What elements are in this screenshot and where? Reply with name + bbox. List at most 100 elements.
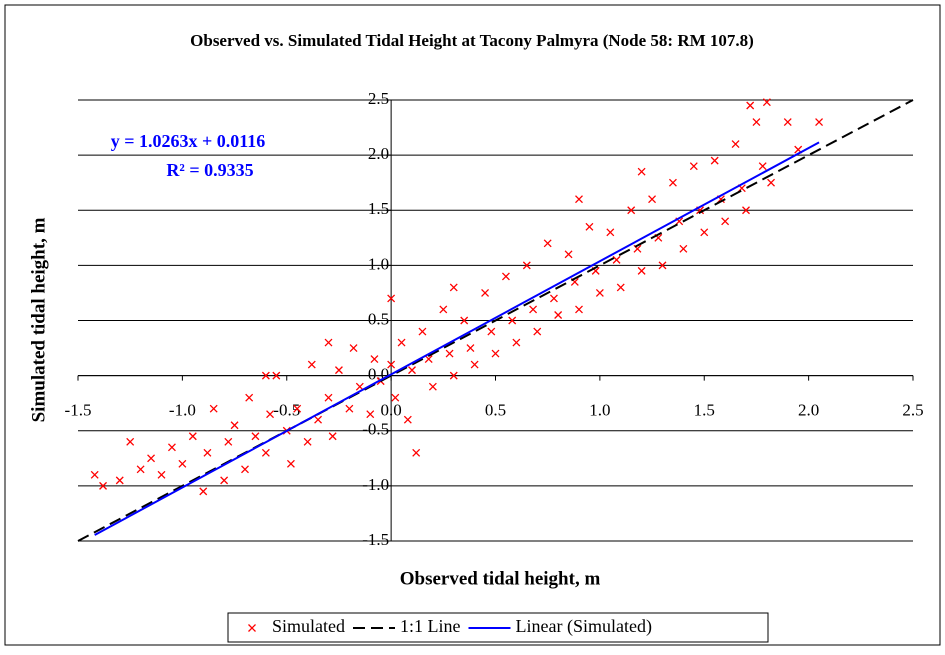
scatter-point (549, 294, 558, 303)
scatter-point (418, 327, 427, 336)
scatter-point (679, 244, 688, 253)
scatter-point (522, 261, 531, 270)
scatter-point (637, 167, 646, 176)
scatter-point (627, 206, 636, 215)
x-tick-label: -1.0 (169, 401, 196, 420)
y-tick-label: -1.0 (362, 475, 389, 494)
scatter-point (403, 415, 412, 424)
chart-frame (4, 4, 941, 646)
scatter-point (700, 228, 709, 237)
y-tick-label: 2.0 (368, 144, 389, 163)
scatter-point (230, 421, 239, 430)
scatter-point (612, 255, 621, 264)
scatter-point (387, 360, 396, 369)
legend-label: 1:1 Line (400, 616, 461, 636)
scatter-point (575, 305, 583, 314)
legend-label: Linear (Simulated) (516, 616, 652, 637)
scatter-point (328, 432, 337, 441)
scatter-point (303, 437, 312, 446)
x-tick-label: 2.0 (798, 401, 819, 420)
scatter-point (491, 349, 500, 358)
scatter-point (349, 344, 358, 353)
x-tick-label: 1.5 (694, 401, 715, 420)
equation-label: y = 1.0263x + 0.0116 (111, 131, 266, 151)
scatter-point (449, 371, 458, 380)
x-tick-label: 1.0 (589, 401, 610, 420)
scatter-point (668, 178, 677, 187)
y-tick-label: 2.5 (368, 89, 389, 108)
scatter-point (428, 382, 437, 391)
scatter-point (314, 415, 323, 424)
scatter-point (637, 266, 646, 275)
scatter-point (439, 305, 448, 314)
chart-title: Observed vs. Simulated Tidal Height at T… (190, 31, 754, 50)
scatter-point (209, 404, 218, 413)
y-tick-label: 1.0 (368, 254, 389, 273)
scatter-point (470, 360, 479, 369)
scatter-point (466, 344, 475, 353)
scatter-point (261, 371, 270, 380)
legend-label: Simulated (272, 616, 345, 636)
scatter-point (324, 393, 333, 402)
legend-symbol (248, 624, 256, 632)
scatter-point (345, 404, 354, 413)
scatter-point (115, 476, 124, 485)
scatter-point (815, 118, 824, 127)
scatter-point (241, 465, 249, 474)
scatter-point (752, 118, 761, 127)
x-tick-label: -0.5 (273, 401, 300, 420)
scatter-point (99, 481, 108, 490)
scatter-point (167, 443, 176, 452)
scatter-point (370, 355, 379, 364)
scatter-point (203, 448, 212, 457)
scatter-point (199, 487, 208, 496)
scatter-point (266, 410, 275, 419)
scatter-point (554, 311, 563, 319)
scatter-point (689, 162, 698, 171)
scatter-point (387, 294, 396, 303)
scatter-point (564, 250, 573, 259)
r-squared-label: R² = 0.9335 (166, 160, 253, 180)
scatter-point (251, 432, 260, 441)
scatter-point (575, 195, 583, 204)
y-tick-label: -0.5 (362, 420, 389, 439)
scatter-point (758, 162, 767, 171)
scatter-point (648, 195, 657, 204)
scatter-point (412, 448, 421, 457)
scatter-point (90, 470, 99, 479)
y-tick-label: 1.5 (368, 199, 389, 218)
y-axis-title: Simulated tidal height, m (28, 217, 49, 422)
scatter-point (762, 98, 771, 107)
scatter-point (245, 393, 254, 402)
scatter-point (746, 101, 755, 110)
scatter-point (658, 261, 667, 270)
scatter-point (501, 272, 510, 281)
scatter-point (220, 476, 229, 485)
scatter-point (366, 410, 375, 419)
scatter-point (767, 178, 776, 187)
scatter-point (391, 393, 400, 402)
scatter-point (224, 437, 233, 446)
reference-line (77, 99, 914, 542)
scatter-point (512, 338, 521, 347)
scatter-point (408, 366, 416, 375)
scatter-point (460, 316, 469, 325)
x-tick-label: 0.5 (485, 401, 506, 420)
y-tick-label: 0.5 (368, 309, 389, 328)
scatter-point (508, 316, 517, 325)
scatter-point (595, 288, 604, 297)
scatter-point (324, 338, 333, 347)
x-tick-label: 2.5 (902, 401, 923, 420)
scatter-point (188, 432, 197, 441)
scatter-point (424, 355, 433, 364)
scatter-point (481, 288, 490, 297)
scatter-point (307, 360, 316, 369)
scatter-point (261, 448, 270, 457)
scatter-point (293, 404, 302, 413)
scatter-point (397, 338, 406, 347)
scatter-point (783, 118, 792, 127)
scatter-point (272, 371, 281, 380)
scatter-point (147, 454, 156, 463)
x-tick-label: -1.5 (65, 401, 92, 420)
